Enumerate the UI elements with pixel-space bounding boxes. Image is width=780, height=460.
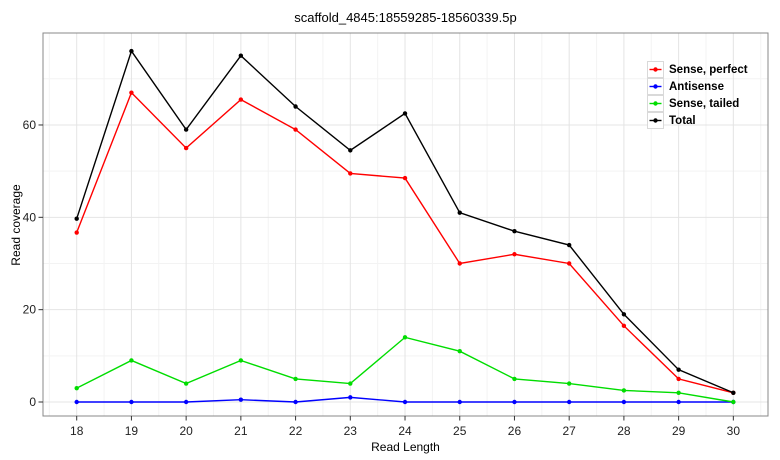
data-point-sense-perfect — [348, 171, 353, 176]
data-point-sense-perfect — [566, 261, 572, 266]
legend-item-label: Antisense — [669, 80, 724, 93]
x-tick-label: 22 — [289, 424, 303, 438]
legend-item: Sense, tailed — [647, 95, 748, 112]
legend-item: Sense, perfect — [647, 61, 748, 78]
legend-item: Antisense — [647, 78, 748, 95]
legend-key-swatch — [647, 61, 664, 78]
data-point-sense-tailed — [621, 388, 627, 393]
data-point-total — [457, 210, 462, 215]
x-tick-label: 29 — [672, 424, 686, 438]
data-point-antisense — [293, 399, 298, 405]
data-point-sense-perfect — [183, 145, 189, 151]
legend-key-icon — [647, 112, 664, 129]
data-point-sense-tailed — [676, 390, 681, 395]
data-point-sense-tailed — [183, 381, 189, 386]
data-point-sense-perfect — [293, 127, 298, 132]
data-point-sense-perfect — [621, 323, 627, 329]
data-point-antisense — [238, 397, 244, 402]
data-point-sense-tailed — [457, 349, 462, 354]
legend-key-icon — [647, 61, 664, 78]
x-tick-label: 23 — [344, 424, 358, 438]
data-point-total — [676, 367, 681, 372]
data-point-antisense — [129, 399, 134, 405]
x-tick-label: 18 — [70, 424, 84, 438]
data-point-antisense — [566, 399, 572, 405]
data-point-total — [348, 148, 353, 153]
y-tick-label: 40 — [23, 210, 37, 224]
data-point-sense-tailed — [293, 376, 298, 382]
legend-item: Total — [647, 112, 748, 129]
data-point-sense-perfect — [676, 376, 681, 382]
legend-key-swatch — [647, 95, 664, 112]
chart-title: scaffold_4845:18559285-18560339.5p — [294, 10, 517, 25]
legend-item-label: Total — [669, 114, 696, 127]
data-point-total — [731, 390, 736, 395]
data-point-total — [129, 48, 134, 54]
data-point-antisense — [402, 399, 408, 405]
data-point-sense-perfect — [74, 230, 79, 235]
data-point-total — [238, 53, 244, 58]
y-tick-label: 20 — [23, 303, 37, 317]
data-point-total — [293, 104, 298, 109]
x-tick-label: 24 — [398, 424, 412, 438]
data-point-total — [512, 228, 517, 234]
legend-key-swatch — [647, 78, 664, 95]
data-point-sense-tailed — [238, 358, 244, 363]
legend-key-icon — [647, 78, 664, 95]
legend-item-label: Sense, perfect — [669, 63, 748, 76]
data-point-antisense — [74, 399, 79, 405]
x-tick-label: 20 — [179, 424, 193, 438]
x-axis-title: Read Length — [371, 440, 440, 454]
x-tick-label: 28 — [617, 424, 631, 438]
data-point-sense-tailed — [566, 381, 572, 386]
x-tick-label: 26 — [508, 424, 522, 438]
y-tick-label: 60 — [23, 118, 37, 132]
data-point-antisense — [183, 399, 189, 405]
data-point-antisense — [348, 395, 353, 400]
data-point-sense-perfect — [457, 261, 462, 266]
data-point-antisense — [621, 399, 627, 405]
data-point-sense-tailed — [129, 358, 134, 363]
data-point-total — [402, 111, 408, 116]
data-point-antisense — [676, 399, 681, 405]
data-point-antisense — [457, 399, 462, 405]
x-tick-label: 30 — [727, 424, 741, 438]
legend: Sense, perfect Antisense Sense, tailed — [647, 61, 748, 129]
legend-key-icon — [647, 95, 664, 112]
legend-key-swatch — [647, 112, 664, 129]
data-point-total — [183, 127, 189, 132]
data-point-sense-perfect — [238, 97, 244, 102]
data-point-sense-perfect — [512, 252, 517, 257]
data-point-sense-tailed — [74, 385, 79, 391]
data-point-sense-tailed — [348, 381, 353, 386]
y-tick-label: 0 — [29, 395, 36, 409]
data-point-sense-perfect — [402, 175, 408, 181]
data-point-sense-tailed — [512, 376, 517, 382]
x-tick-label: 25 — [453, 424, 467, 438]
data-point-total — [566, 242, 572, 248]
data-point-sense-tailed — [731, 399, 736, 405]
legend-item-label: Sense, tailed — [669, 97, 740, 110]
data-point-total — [74, 216, 79, 221]
data-point-antisense — [512, 399, 517, 405]
x-tick-label: 21 — [234, 424, 248, 438]
x-tick-label: 27 — [563, 424, 577, 438]
x-tick-label: 19 — [125, 424, 139, 438]
data-point-sense-tailed — [402, 335, 408, 340]
data-point-total — [621, 312, 627, 317]
data-point-sense-perfect — [129, 90, 134, 95]
